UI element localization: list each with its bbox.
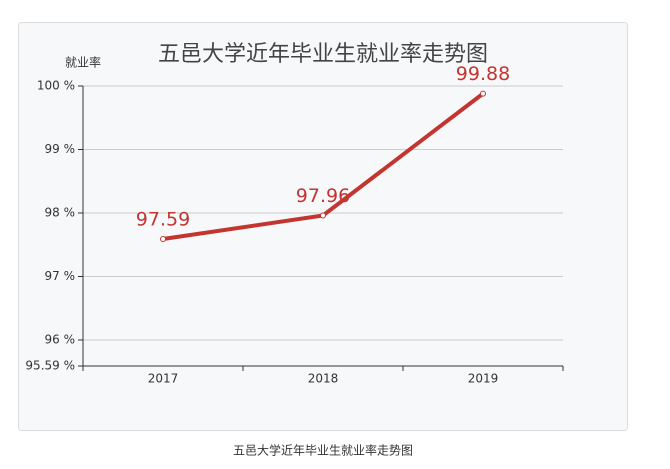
x-tick-label: 2017	[148, 372, 179, 386]
y-axis-title: 就业率	[65, 55, 101, 70]
chart-card	[18, 22, 628, 431]
y-tick-label: 96 %	[45, 332, 76, 346]
data-label: 97.96	[296, 185, 350, 207]
x-tick-label: 2019	[468, 372, 499, 386]
chart-title: 五邑大学近年毕业生就业率走势图	[158, 42, 488, 67]
x-tick-label: 2018	[308, 372, 339, 386]
data-label: 97.59	[136, 209, 190, 231]
y-tick-label: 98 %	[45, 205, 76, 219]
point	[160, 236, 166, 243]
y-tick-label: 97 %	[45, 269, 76, 283]
data-label: 99.88	[456, 63, 510, 85]
y-tick-label: 99 %	[45, 142, 76, 156]
point	[480, 90, 486, 97]
y-tick-label: 95.59 %	[25, 359, 75, 373]
caption: 五邑大学近年毕业生就业率走势图	[233, 443, 413, 458]
point	[320, 212, 326, 219]
y-tick-label: 100 %	[37, 79, 75, 93]
